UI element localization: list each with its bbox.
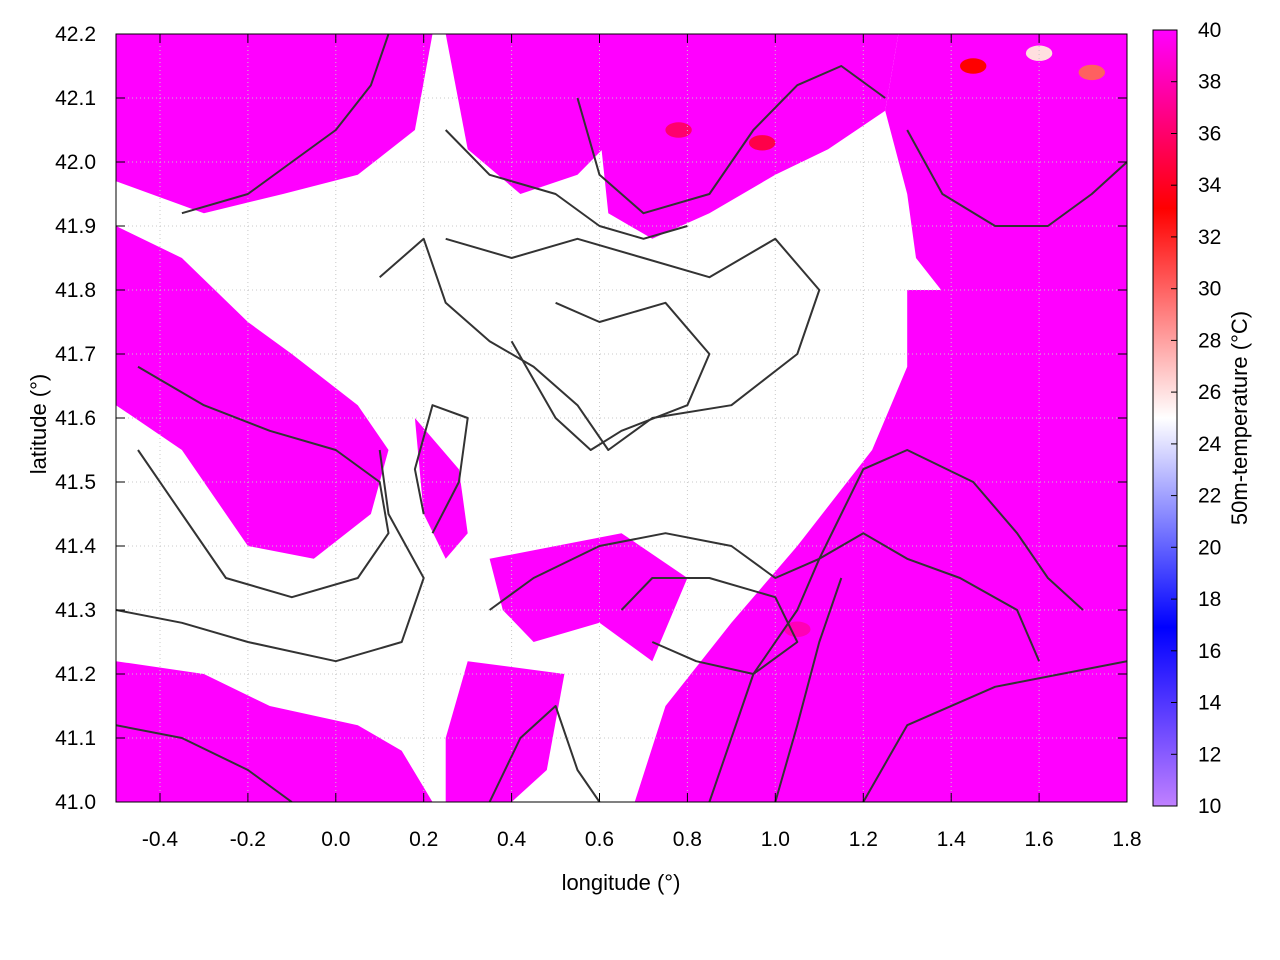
hot-spot <box>1025 45 1053 61</box>
grid-lines <box>116 34 1127 802</box>
hot-spot <box>960 58 987 74</box>
saturated-region <box>885 34 1127 354</box>
x-tick-label: 0.6 <box>585 828 614 851</box>
saturated-region <box>445 661 565 802</box>
contour-line <box>510 301 711 451</box>
y-tick-label: 41.4 <box>55 535 96 558</box>
y-tick-label: 41.1 <box>55 727 96 750</box>
colorbar <box>1152 29 1178 807</box>
saturated-region <box>489 533 688 662</box>
x-tick-label: 1.4 <box>937 828 967 851</box>
colorbar-tick-label: 40 <box>1198 19 1221 42</box>
colorbar-tick-label: 36 <box>1198 123 1221 146</box>
colorbar-tick-label: 22 <box>1198 485 1221 508</box>
x-axis-title: longitude (°) <box>562 870 681 895</box>
y-tick-label: 41.6 <box>55 407 96 430</box>
x-tick-label: 0.8 <box>673 828 702 851</box>
y-tick-label: 41.7 <box>55 343 96 366</box>
colorbar-tick-label: 16 <box>1198 640 1221 663</box>
x-tick-label: 1.2 <box>849 828 878 851</box>
colorbar-tick-label: 32 <box>1198 226 1221 249</box>
colorbar-tick-label: 20 <box>1198 536 1221 559</box>
hot-spot <box>784 621 811 637</box>
x-tick-label: 1.6 <box>1024 828 1053 851</box>
x-tick-label: 0.0 <box>321 828 350 851</box>
colorbar-tick-label: 34 <box>1198 174 1222 197</box>
saturated-region <box>116 661 433 802</box>
colorbar-tick-label: 38 <box>1198 71 1221 94</box>
colorbar-tick-label: 24 <box>1198 433 1222 456</box>
colorbar-tick-label: 10 <box>1198 795 1221 818</box>
contour-line <box>116 449 425 663</box>
colorbar-tick-label: 18 <box>1198 588 1221 611</box>
y-tick-label: 42.1 <box>55 87 96 110</box>
contour-line <box>379 237 821 451</box>
y-tick-label: 41.5 <box>55 471 96 494</box>
contour-line <box>489 449 1084 611</box>
saturated-region <box>414 418 468 559</box>
contour-line <box>906 129 1127 227</box>
saturated-region <box>116 226 389 559</box>
x-tick-label: -0.4 <box>142 828 179 851</box>
contour-line <box>576 65 886 215</box>
x-tick-label: -0.2 <box>230 828 266 851</box>
y-tick-label: 41.9 <box>55 215 96 238</box>
colorbar-tick-label: 12 <box>1198 743 1221 766</box>
hot-spot <box>665 122 692 138</box>
y-tick-label: 42.0 <box>55 151 96 174</box>
colorbar-tick-label: 30 <box>1198 278 1221 301</box>
x-tick-label: 1.8 <box>1112 828 1141 851</box>
colorbar-tick-label: 26 <box>1198 381 1221 404</box>
y-tick-label: 41.0 <box>55 791 96 814</box>
x-axis-ticks: -0.4 -0.2 0.0 0.2 0.4 0.6 0.8 1.0 1.2 1.4 1.6 1.8 <box>142 34 1142 851</box>
y-axis-ticks: 41.0 41.1 41.2 41.3 41.4 41.5 41.6 41.7 41.8 41.9… <box>55 23 1127 814</box>
y-tick-label: 42.2 <box>55 23 96 46</box>
hot-spot <box>1078 64 1106 81</box>
contour-line <box>774 577 843 802</box>
x-tick-label: 0.2 <box>409 828 438 851</box>
hot-spot <box>749 135 776 151</box>
y-tick-label: 41.8 <box>55 279 96 302</box>
x-tick-label: 0.4 <box>497 828 527 851</box>
saturated-region <box>116 34 433 214</box>
colorbar-tick-label: 28 <box>1198 329 1221 352</box>
colorbar-ticks: 10 12 14 16 18 20 22 24 26 28 30 32 34 36 38 40 <box>1171 19 1222 818</box>
contour-line <box>708 532 1041 802</box>
contour-line <box>444 129 688 240</box>
contour-line <box>488 705 601 802</box>
y-tick-label: 41.3 <box>55 599 96 622</box>
contour-line <box>116 724 293 802</box>
contour-line <box>862 660 1127 802</box>
saturated-region <box>445 34 622 194</box>
y-tick-label: 41.2 <box>55 663 96 686</box>
x-tick-label: 1.0 <box>761 828 790 851</box>
colorbar-title: 50m-temperature (°C) <box>1227 311 1252 525</box>
contour-line <box>181 34 390 215</box>
contour-line <box>137 365 390 599</box>
y-axis-title: latitude (°) <box>26 374 51 475</box>
contour-line <box>413 404 469 534</box>
colorbar-tick-label: 14 <box>1198 692 1222 715</box>
contour-line <box>620 577 799 675</box>
contour-lines <box>116 34 1127 802</box>
